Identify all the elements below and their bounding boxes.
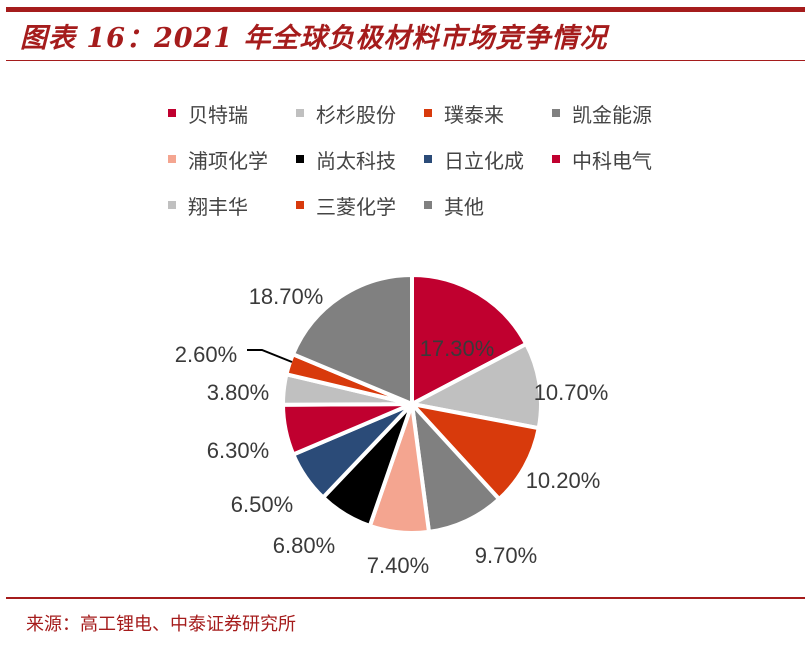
data-label: 2.60% [175,342,237,367]
legend-label: 浦项化学 [188,148,268,173]
data-label: 18.70% [249,284,324,309]
legend-item: 凯金能源 [552,99,680,128]
legend-swatch-icon [296,201,304,209]
data-label: 10.20% [526,468,601,493]
data-label: 17.30% [420,336,495,361]
data-label: 6.30% [207,438,269,463]
legend-swatch-icon [424,201,432,209]
legend-label: 尚太科技 [316,148,396,173]
legend-swatch-icon [296,109,304,117]
legend-label: 凯金能源 [572,102,652,127]
legend-swatch-icon [424,109,432,117]
legend-label: 三菱化学 [316,194,396,219]
pie-slice [290,273,414,406]
legend-row: 浦项化学 尚太科技 日立化成 中科电气 [168,136,688,182]
legend-item: 其他 [424,191,552,220]
legend-label: 翔丰华 [188,194,248,219]
legend-item: 日立化成 [424,145,552,174]
legend-swatch-icon [168,201,176,209]
legend-item: 浦项化学 [168,145,296,174]
legend-swatch-icon [552,155,560,163]
legend-swatch-icon [168,155,176,163]
legend-item: 贝特瑞 [168,99,296,128]
data-label: 10.70% [534,380,609,405]
legend-label: 杉杉股份 [316,102,396,127]
legend-swatch-icon [168,109,176,117]
footer-divider [6,597,805,599]
title-divider [6,60,805,61]
source-note: 来源：高工锂电、中泰证券研究所 [26,614,296,635]
legend-label: 璞泰来 [444,102,504,127]
top-accent-bar [6,7,805,12]
legend-label: 中科电气 [572,148,652,173]
legend-item: 翔丰华 [168,191,296,220]
legend-swatch-icon [296,155,304,163]
legend-label: 日立化成 [444,148,524,173]
chart-legend: 贝特瑞 杉杉股份 璞泰来 凯金能源浦项化学 尚太科技 日立化成 中科电气翔丰华 三菱化学 其他 [168,90,688,228]
legend-label: 贝特瑞 [188,102,248,127]
data-label: 6.80% [273,533,335,558]
pie-slice [410,341,543,431]
legend-item: 璞泰来 [424,99,552,128]
data-label: 6.50% [231,492,293,517]
data-label: 3.80% [207,380,269,405]
data-label: 7.40% [367,553,429,578]
legend-swatch-icon [424,155,432,163]
legend-swatch-icon [552,109,560,117]
data-label: 9.70% [475,543,537,568]
legend-row: 翔丰华 三菱化学 其他 [168,182,688,228]
legend-item: 三菱化学 [296,191,424,220]
legend-item: 杉杉股份 [296,99,424,128]
legend-item: 尚太科技 [296,145,424,174]
legend-item: 中科电气 [552,145,680,174]
leader-line [247,349,293,363]
pie-slice [410,273,529,406]
figure-title: 图表 16：2021 年全球负极材料市场竞争情况 [20,23,608,54]
legend-row: 贝特瑞 杉杉股份 璞泰来 凯金能源 [168,90,688,136]
legend-label: 其他 [444,194,484,219]
